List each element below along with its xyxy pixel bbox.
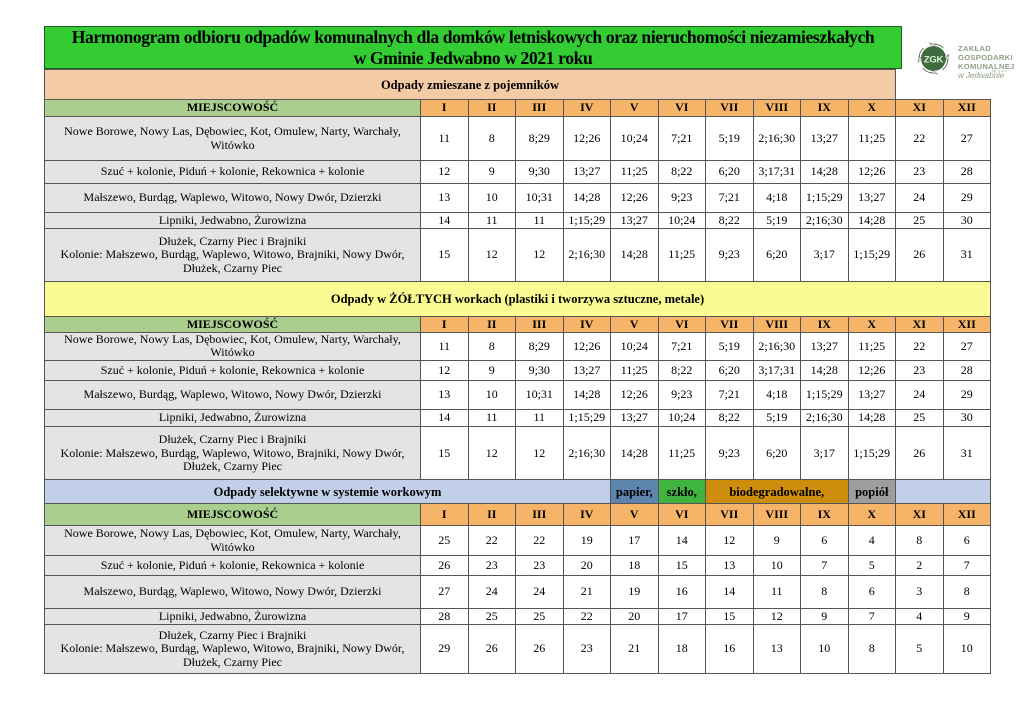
svg-text:GOSPODARKI: GOSPODARKI [958,53,1013,62]
svg-text:ZGK: ZGK [924,55,944,66]
svg-text:ZAKŁAD: ZAKŁAD [958,44,991,53]
